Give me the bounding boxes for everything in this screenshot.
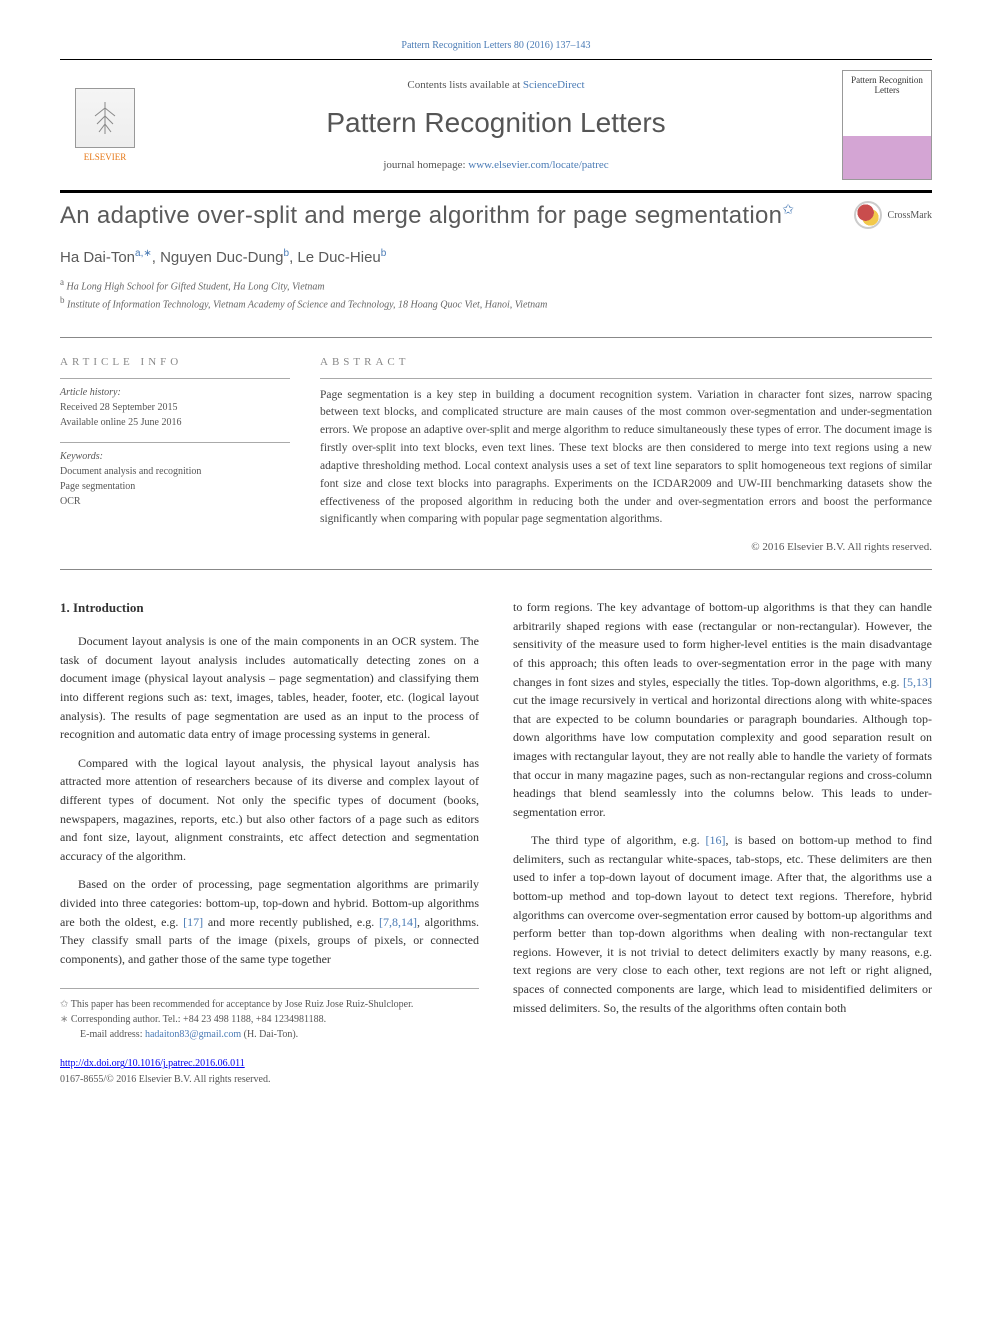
history-received: Received 28 September 2015 (60, 402, 177, 413)
email-link[interactable]: hadaiton83@gmail.com (145, 1029, 241, 1040)
journal-homepage-line: journal homepage: www.elsevier.com/locat… (150, 159, 842, 171)
abstract-divider (320, 378, 932, 379)
journal-header: ELSEVIER Contents lists available at Sci… (60, 59, 932, 193)
authors-line: Ha Dai-Tona,∗, Nguyen Duc-Dungb, Le Duc-… (60, 248, 932, 266)
p4-b: cut the image recursively in vertical an… (513, 693, 932, 819)
author-sep-1: , (152, 249, 160, 266)
footnote-1: This paper has been recommended for acce… (71, 999, 414, 1010)
ref-7-8-14-link[interactable]: [7,8,14] (379, 915, 417, 929)
author-2: Nguyen Duc-Dung (160, 249, 283, 266)
homepage-prefix: journal homepage: (383, 159, 468, 171)
ref-16-link[interactable]: [16] (706, 833, 726, 847)
sciencedirect-link[interactable]: ScienceDirect (523, 79, 585, 91)
doi-copyright: 0167-8655/© 2016 Elsevier B.V. All right… (60, 1072, 479, 1088)
info-divider (60, 378, 290, 379)
author-3-sup: b (381, 248, 387, 259)
footnote-star-icon: ✩ (60, 999, 68, 1010)
contents-prefix: Contents lists available at (407, 79, 522, 91)
paragraph-4: to form regions. The key advantage of bo… (513, 598, 932, 821)
email-label: E-mail address: (80, 1029, 145, 1040)
affiliations: a Ha Long High School for Gifted Student… (60, 276, 932, 313)
journal-name: Pattern Recognition Letters (150, 107, 842, 139)
footnotes: ✩ This paper has been recommended for ac… (60, 988, 479, 1042)
elsevier-tree-icon (75, 88, 135, 148)
affil-b-sup: b (60, 295, 65, 305)
divider (60, 337, 932, 338)
history-text: Received 28 September 2015 Available onl… (60, 400, 290, 430)
doi-block: http://dx.doi.org/10.1016/j.patrec.2016.… (60, 1056, 479, 1072)
p3-b: and more recently published, e.g. (203, 915, 379, 929)
crossmark-label: CrossMark (888, 210, 932, 221)
contents-available-line: Contents lists available at ScienceDirec… (150, 79, 842, 91)
divider-2 (60, 569, 932, 570)
thumb-title: Pattern Recognition Letters (847, 75, 927, 95)
homepage-link[interactable]: www.elsevier.com/locate/patrec (468, 159, 608, 171)
history-online: Available online 25 June 2016 (60, 417, 181, 428)
doi-link[interactable]: http://dx.doi.org/10.1016/j.patrec.2016.… (60, 1058, 245, 1069)
author-1-sup: a,∗ (135, 248, 152, 259)
paragraph-1: Document layout analysis is one of the m… (60, 632, 479, 744)
paragraph-3: Based on the order of processing, page s… (60, 875, 479, 968)
article-info-heading: ARTICLE INFO (60, 356, 290, 368)
keywords-text: Document analysis and recognition Page s… (60, 464, 290, 509)
footnote-2: Corresponding author. Tel.: +84 23 498 1… (71, 1014, 326, 1025)
body-column-right: to form regions. The key advantage of bo… (513, 598, 932, 1087)
email-suffix: (H. Dai-Ton). (241, 1029, 298, 1040)
paragraph-2: Compared with the logical layout analysi… (60, 754, 479, 866)
history-label: Article history: (60, 387, 290, 398)
crossmark-icon (854, 201, 882, 229)
ref-5-13-link[interactable]: [5,13] (903, 675, 932, 689)
paragraph-5: The third type of algorithm, e.g. [16], … (513, 831, 932, 1017)
journal-cover-thumbnail: Pattern Recognition Letters (842, 70, 932, 180)
abstract-heading: ABSTRACT (320, 356, 932, 368)
abstract-text: Page segmentation is a key step in build… (320, 387, 932, 530)
body-column-left: 1. Introduction Document layout analysis… (60, 598, 479, 1087)
p5-b: , is based on bottom-up method to find d… (513, 833, 932, 1014)
info-divider-2 (60, 442, 290, 443)
title-footnote-star-icon: ✩ (782, 201, 794, 217)
crossmark-badge[interactable]: CrossMark (854, 201, 932, 229)
p5-a: The third type of algorithm, e.g. (531, 833, 706, 847)
keywords-label: Keywords: (60, 451, 290, 462)
article-title: An adaptive over-split and merge algorit… (60, 201, 794, 230)
affiliation-b: Institute of Information Technology, Vie… (67, 300, 547, 311)
article-info-block: ARTICLE INFO Article history: Received 2… (60, 356, 290, 554)
abstract-block: ABSTRACT Page segmentation is a key step… (320, 356, 932, 554)
top-citation: Pattern Recognition Letters 80 (2016) 13… (60, 40, 932, 51)
author-1: Ha Dai-Ton (60, 249, 135, 266)
corresponding-asterisk-icon: ∗ (60, 1014, 68, 1025)
affiliation-a: Ha Long High School for Gifted Student, … (67, 281, 325, 292)
section-1-heading: 1. Introduction (60, 598, 479, 618)
p4-a: to form regions. The key advantage of bo… (513, 600, 932, 688)
elsevier-logo: ELSEVIER (60, 80, 150, 170)
ref-17-link[interactable]: [17] (183, 915, 203, 929)
elsevier-label: ELSEVIER (84, 152, 127, 162)
abstract-copyright: © 2016 Elsevier B.V. All rights reserved… (320, 541, 932, 553)
title-text: An adaptive over-split and merge algorit… (60, 202, 782, 229)
author-3: Le Duc-Hieu (297, 249, 380, 266)
affil-a-sup: a (60, 277, 64, 287)
